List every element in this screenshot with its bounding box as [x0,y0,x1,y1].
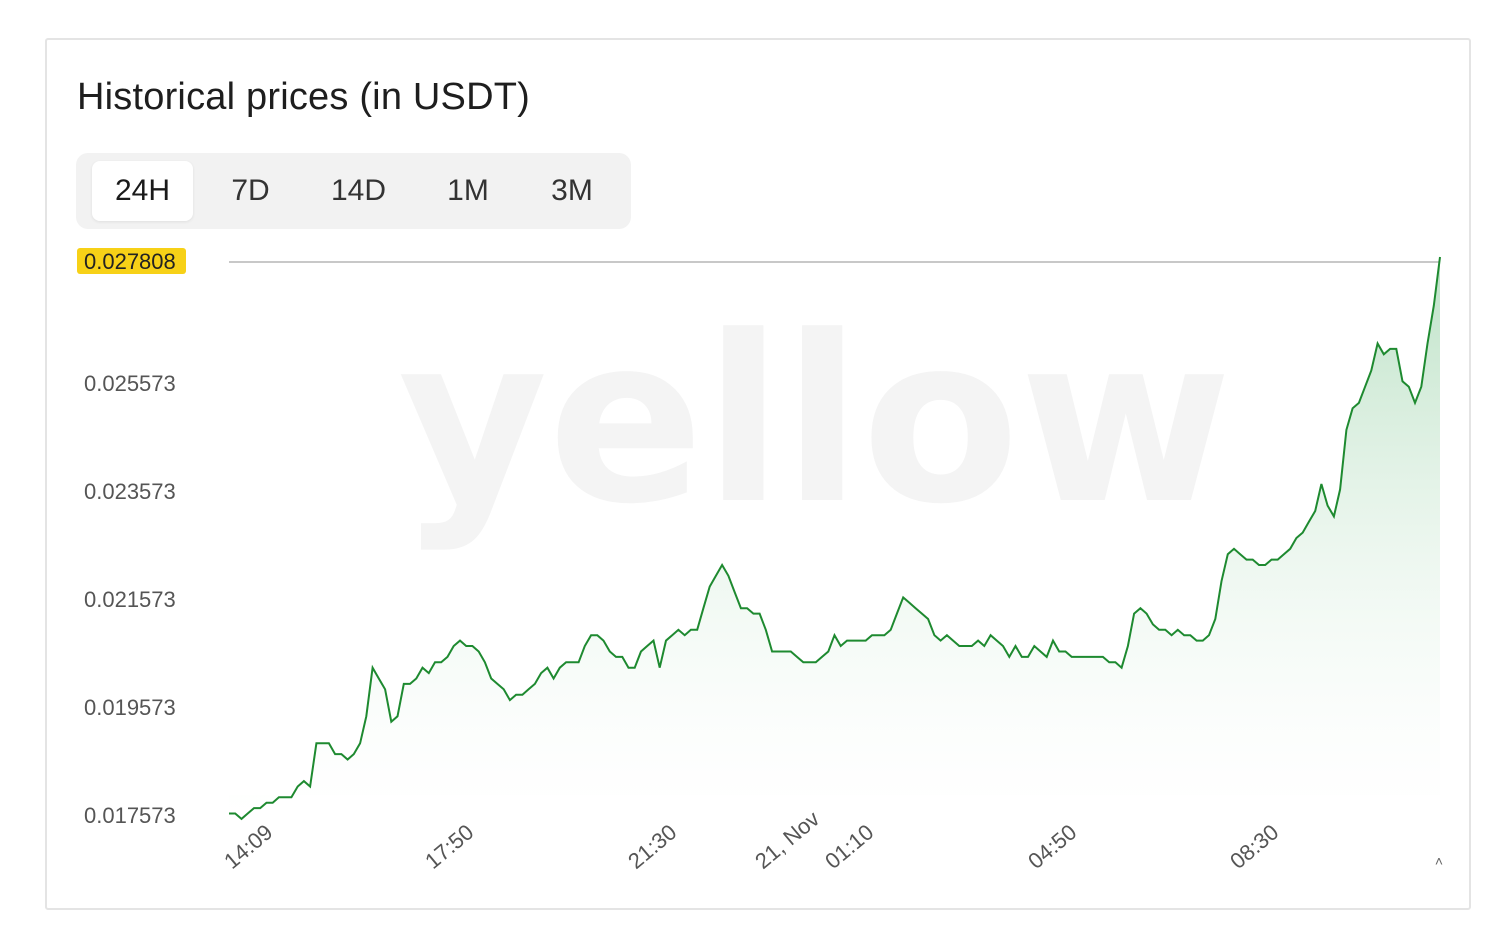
y-tick-label: 0.023573 [84,479,176,504]
x-tick-label: 21:30 [623,819,681,874]
chart-title: Historical prices (in USDT) [77,76,531,118]
tab-24h[interactable]: 24H [92,161,193,221]
y-tick-label: 0.019573 [84,695,176,720]
y-tick-label: 0.017573 [84,803,176,828]
y-tick-label: 0.021573 [84,587,176,612]
tab-7d[interactable]: 7D [231,174,270,207]
watermark-logo: yellow [398,288,1232,555]
y-tick-label: 0.025573 [84,371,176,396]
price-area [229,257,1440,819]
tab-1m[interactable]: 1M [447,174,489,207]
tab-3m[interactable]: 3M [551,174,593,207]
time-range-tabs: 24H 7D 14D 1M 3M [76,153,631,229]
x-tick-label: 17:50 [420,819,478,874]
x-tick-label: 01:10 [820,819,878,874]
x-tick-label: 04:50 [1023,819,1081,874]
price-line [229,256,1441,821]
current-price-badge [77,248,186,274]
scroll-caret-icon: ˄ [1435,853,1443,869]
x-tick-label: 21, Nov [750,806,824,874]
current-price-label: 0.027808 [84,249,176,274]
x-tick-label: 08:30 [1225,819,1283,874]
tab-14d[interactable]: 14D [330,174,387,207]
x-tick-label: 14:09 [219,819,277,874]
